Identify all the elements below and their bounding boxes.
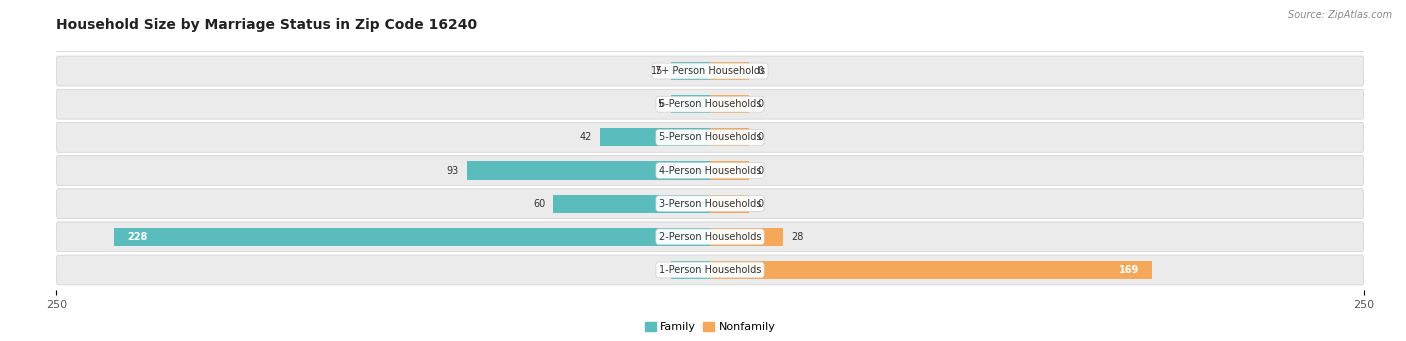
Text: 4-Person Households: 4-Person Households [659,165,761,176]
Bar [671,95,710,113]
Text: 228: 228 [127,232,148,242]
Text: 1-Person Households: 1-Person Households [659,265,761,275]
Text: 3-Person Households: 3-Person Households [659,199,761,209]
Text: 28: 28 [792,232,803,242]
FancyBboxPatch shape [56,122,1364,152]
Text: 42: 42 [579,132,592,142]
Text: Source: ZipAtlas.com: Source: ZipAtlas.com [1288,10,1392,20]
Text: 15: 15 [651,66,664,76]
Bar [710,128,749,147]
FancyBboxPatch shape [56,222,1364,252]
Text: 2-Person Households: 2-Person Households [659,232,761,242]
Bar [710,194,749,213]
Text: 169: 169 [1119,265,1139,275]
Text: 0: 0 [756,66,763,76]
FancyBboxPatch shape [56,56,1364,86]
Bar [710,161,749,180]
Legend: Family, Nonfamily: Family, Nonfamily [640,318,780,337]
Text: 6-Person Households: 6-Person Households [659,99,761,109]
Text: 0: 0 [756,165,763,176]
Text: 0: 0 [756,199,763,209]
Bar [553,194,710,213]
Text: 0: 0 [756,132,763,142]
Text: 0: 0 [756,99,763,109]
FancyBboxPatch shape [56,189,1364,219]
Bar [710,261,1152,279]
Bar [710,62,749,80]
Bar [671,62,710,80]
Text: 7+ Person Households: 7+ Person Households [655,66,765,76]
Text: 5-Person Households: 5-Person Households [659,132,761,142]
Text: Household Size by Marriage Status in Zip Code 16240: Household Size by Marriage Status in Zip… [56,18,478,32]
Bar [114,228,710,246]
FancyBboxPatch shape [56,89,1364,119]
Bar [467,161,710,180]
Bar [671,261,710,279]
Bar [600,128,710,147]
FancyBboxPatch shape [56,255,1364,285]
Bar [710,95,749,113]
FancyBboxPatch shape [56,155,1364,186]
Text: 60: 60 [533,199,546,209]
Text: 93: 93 [447,165,458,176]
Text: 5: 5 [657,99,664,109]
Bar [710,228,783,246]
